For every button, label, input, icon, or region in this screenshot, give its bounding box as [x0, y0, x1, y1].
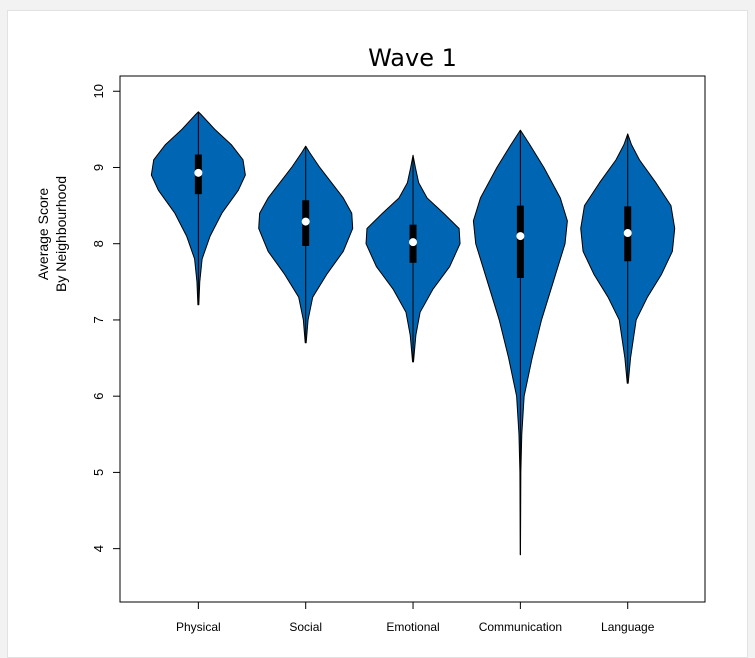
- chart-title: Wave 1: [368, 44, 457, 72]
- x-tick-label: Language: [601, 620, 655, 634]
- y-axis-label-line-2: By Neighbourhood: [53, 176, 69, 292]
- y-tick-label: 10: [91, 84, 106, 98]
- y-axis-label-line-1: Average Score: [35, 188, 51, 281]
- violin-emotional: [365, 154, 461, 363]
- y-tick-label: 6: [91, 393, 106, 400]
- violin-language: [580, 133, 676, 384]
- x-tick-label: Physical: [176, 620, 221, 634]
- violin-iqr-box: [516, 205, 524, 279]
- y-axis: 4 5 6 7 8 9 10: [91, 84, 120, 552]
- y-tick-label: 4: [91, 545, 106, 552]
- violin-social: [258, 145, 354, 344]
- x-axis: Physical Social Emotional Communication Lang…: [176, 602, 655, 634]
- y-tick-label: 8: [91, 240, 106, 247]
- y-tick-label: 7: [91, 316, 106, 323]
- violin-median-point: [516, 232, 525, 241]
- x-tick-label: Emotional: [386, 620, 439, 634]
- violin-median-point: [623, 229, 632, 238]
- violins: [150, 111, 676, 556]
- x-tick-label: Social: [289, 620, 322, 634]
- violin-median-point: [194, 168, 203, 177]
- violin-physical: [150, 111, 246, 306]
- violin-communication: [472, 129, 568, 556]
- x-tick-label: Communication: [479, 620, 562, 634]
- violin-median-point: [301, 217, 310, 226]
- plot-area: [119, 75, 706, 603]
- y-tick-label: 9: [91, 164, 106, 171]
- y-tick-label: 5: [91, 469, 106, 476]
- violin-median-point: [409, 238, 418, 247]
